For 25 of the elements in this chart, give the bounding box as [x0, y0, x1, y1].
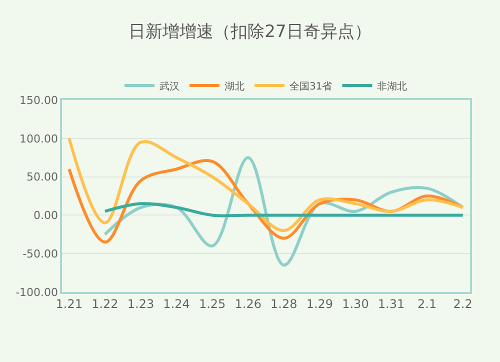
y-tick-label: 0.00 — [34, 209, 58, 222]
x-tick-label: 1.29 — [306, 297, 334, 312]
x-tick-label: 1.24 — [163, 297, 190, 312]
x-tick-label: 1.28 — [270, 297, 298, 312]
y-tick-label: 100.00 — [20, 132, 58, 146]
y-tick-label: -50.00 — [22, 247, 58, 260]
y-tick-label: -100.00 — [16, 286, 58, 299]
x-tick-label: 1.21 — [56, 297, 83, 312]
x-tick-label: 1.26 — [234, 297, 262, 312]
legend-label: 非湖北 — [377, 80, 408, 92]
legend-label: 湖北 — [224, 80, 244, 92]
x-tick-label: 1.25 — [198, 297, 226, 312]
x-tick-label: 2.1 — [418, 297, 437, 312]
legend-label: 全国31省 — [290, 80, 332, 92]
chart-title: 日新增增速（扣除27日奇异点） — [128, 22, 372, 42]
x-tick-label: 1.22 — [92, 297, 118, 312]
y-tick-label: 150.00 — [20, 94, 58, 107]
y-tick-label: 50.00 — [26, 170, 58, 184]
line-series — [103, 202, 464, 218]
x-tick-label: 1.30 — [342, 297, 369, 312]
line-series — [68, 136, 464, 232]
x-tick-label: 1.23 — [127, 297, 154, 312]
x-tick-label: 2.2 — [453, 297, 472, 312]
legend-label: 武汉 — [160, 80, 180, 92]
x-tick-label: 1.31 — [378, 297, 405, 312]
